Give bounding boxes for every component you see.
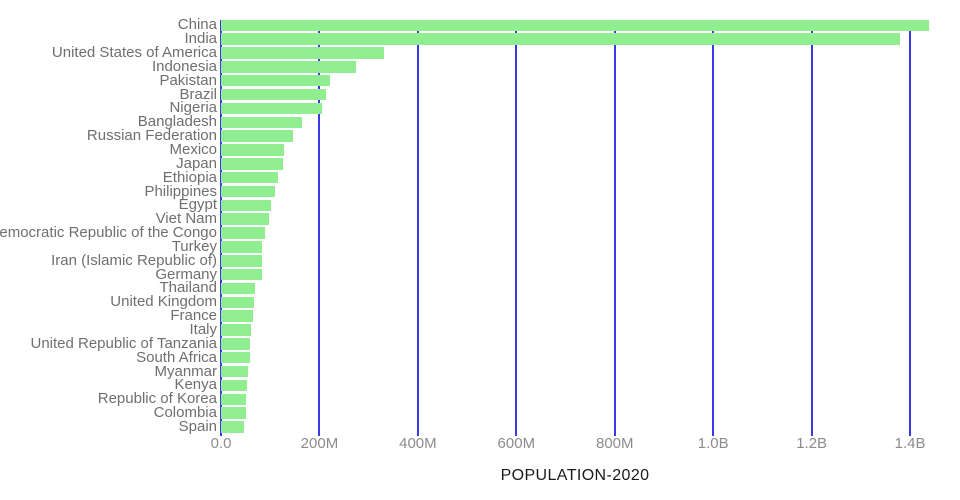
x-tick-label: 800M bbox=[595, 434, 634, 452]
bar-india[interactable] bbox=[221, 33, 901, 45]
bar-democratic-republic-of-the-congo[interactable] bbox=[221, 227, 266, 239]
category-label-iran-islamic-republic-of: Iran (Islamic Republic of) bbox=[51, 251, 217, 269]
x-tick-label: 600M bbox=[497, 434, 536, 452]
x-axis-title: POPULATION-2020 bbox=[500, 467, 650, 484]
gridline-400m bbox=[416, 19, 419, 436]
category-label-thailand: Thailand bbox=[159, 279, 217, 297]
category-label-united-republic-of-tanzania: United Republic of Tanzania bbox=[30, 334, 217, 352]
category-label-china: China bbox=[177, 16, 217, 34]
bar-united-kingdom[interactable] bbox=[221, 296, 255, 309]
bar-pakistan[interactable] bbox=[221, 74, 330, 87]
category-label-ethiopia: Ethiopia bbox=[162, 168, 217, 186]
category-label-republic-of-korea: Republic of Korea bbox=[97, 390, 217, 408]
bar-thailand[interactable] bbox=[221, 282, 256, 295]
bar-italy[interactable] bbox=[221, 324, 251, 336]
x-tick-label: 200M bbox=[300, 434, 339, 452]
bar-germany[interactable] bbox=[221, 268, 263, 281]
bar-united-states-of-america[interactable] bbox=[221, 47, 384, 59]
category-label-viet-nam: Viet Nam bbox=[155, 210, 217, 228]
category-label-south-africa: South Africa bbox=[136, 348, 217, 366]
bar-republic-of-korea[interactable] bbox=[221, 393, 247, 406]
category-label-russian-federation: Russian Federation bbox=[86, 127, 217, 145]
bar-indonesia[interactable] bbox=[221, 61, 356, 73]
category-label-india: India bbox=[184, 30, 217, 48]
bar-myanmar[interactable] bbox=[221, 365, 248, 378]
category-label-germany: Germany bbox=[155, 265, 217, 283]
category-label-nigeria: Nigeria bbox=[169, 99, 217, 117]
x-tick-label: 1.0B bbox=[697, 434, 729, 452]
bar-philippines[interactable] bbox=[221, 185, 275, 198]
x-tick-label: 0.0 bbox=[210, 434, 232, 452]
category-label-brazil: Brazil bbox=[179, 85, 217, 103]
category-label-bangladesh: Bangladesh bbox=[137, 113, 217, 131]
category-label-kenya: Kenya bbox=[174, 376, 217, 394]
category-label-indonesia: Indonesia bbox=[151, 57, 217, 75]
category-label-colombia: Colombia bbox=[153, 404, 217, 422]
bar-colombia[interactable] bbox=[221, 407, 247, 419]
bar-brazil[interactable] bbox=[221, 88, 326, 101]
category-label-italy: Italy bbox=[189, 321, 217, 339]
gridline-1-4b bbox=[909, 19, 912, 436]
bar-spain[interactable] bbox=[221, 421, 245, 433]
category-label-united-states-of-america: United States of America bbox=[51, 44, 217, 62]
bar-nigeria[interactable] bbox=[221, 102, 323, 115]
category-label-mexico: Mexico bbox=[169, 140, 217, 158]
bar-ethiopia[interactable] bbox=[221, 171, 278, 184]
gridline-800m bbox=[613, 19, 616, 436]
category-label-turkey: Turkey bbox=[171, 237, 217, 255]
bar-france[interactable] bbox=[221, 310, 254, 322]
x-tick-label: 400M bbox=[399, 434, 437, 452]
x-tick-label: 1.4B bbox=[894, 434, 926, 452]
bar-iran-islamic-republic-of[interactable] bbox=[221, 255, 263, 267]
category-label-france: France bbox=[170, 307, 217, 325]
bar-united-republic-of-tanzania[interactable] bbox=[221, 338, 251, 350]
gridline-1-0b bbox=[712, 19, 715, 436]
bar-china[interactable] bbox=[221, 19, 930, 32]
bar-bangladesh[interactable] bbox=[221, 116, 303, 129]
bar-japan[interactable] bbox=[221, 158, 284, 170]
bar-russian-federation[interactable] bbox=[221, 130, 293, 142]
category-label-japan: Japan bbox=[176, 154, 217, 172]
x-tick-label: 1.2B bbox=[796, 434, 828, 452]
category-label-spain: Spain bbox=[178, 417, 217, 435]
category-label-myanmar: Myanmar bbox=[154, 362, 217, 380]
category-label-philippines: Philippines bbox=[144, 182, 217, 200]
category-label-pakistan: Pakistan bbox=[159, 71, 217, 89]
gridline-1-2b bbox=[810, 19, 813, 436]
bar-turkey[interactable] bbox=[221, 241, 263, 253]
category-label-united-kingdom: United Kingdom bbox=[110, 293, 217, 311]
bar-viet-nam[interactable] bbox=[221, 213, 269, 225]
gridline-600m bbox=[515, 19, 518, 436]
gridline-200m bbox=[318, 19, 321, 436]
category-label-democratic-republic-of-the-congo: Democratic Republic of the Congo bbox=[0, 224, 217, 242]
category-label-egypt: Egypt bbox=[178, 196, 217, 214]
bar-kenya[interactable] bbox=[221, 379, 248, 392]
bar-mexico[interactable] bbox=[221, 144, 285, 156]
bar-egypt[interactable] bbox=[221, 199, 272, 212]
bar-south-africa[interactable] bbox=[221, 351, 251, 364]
